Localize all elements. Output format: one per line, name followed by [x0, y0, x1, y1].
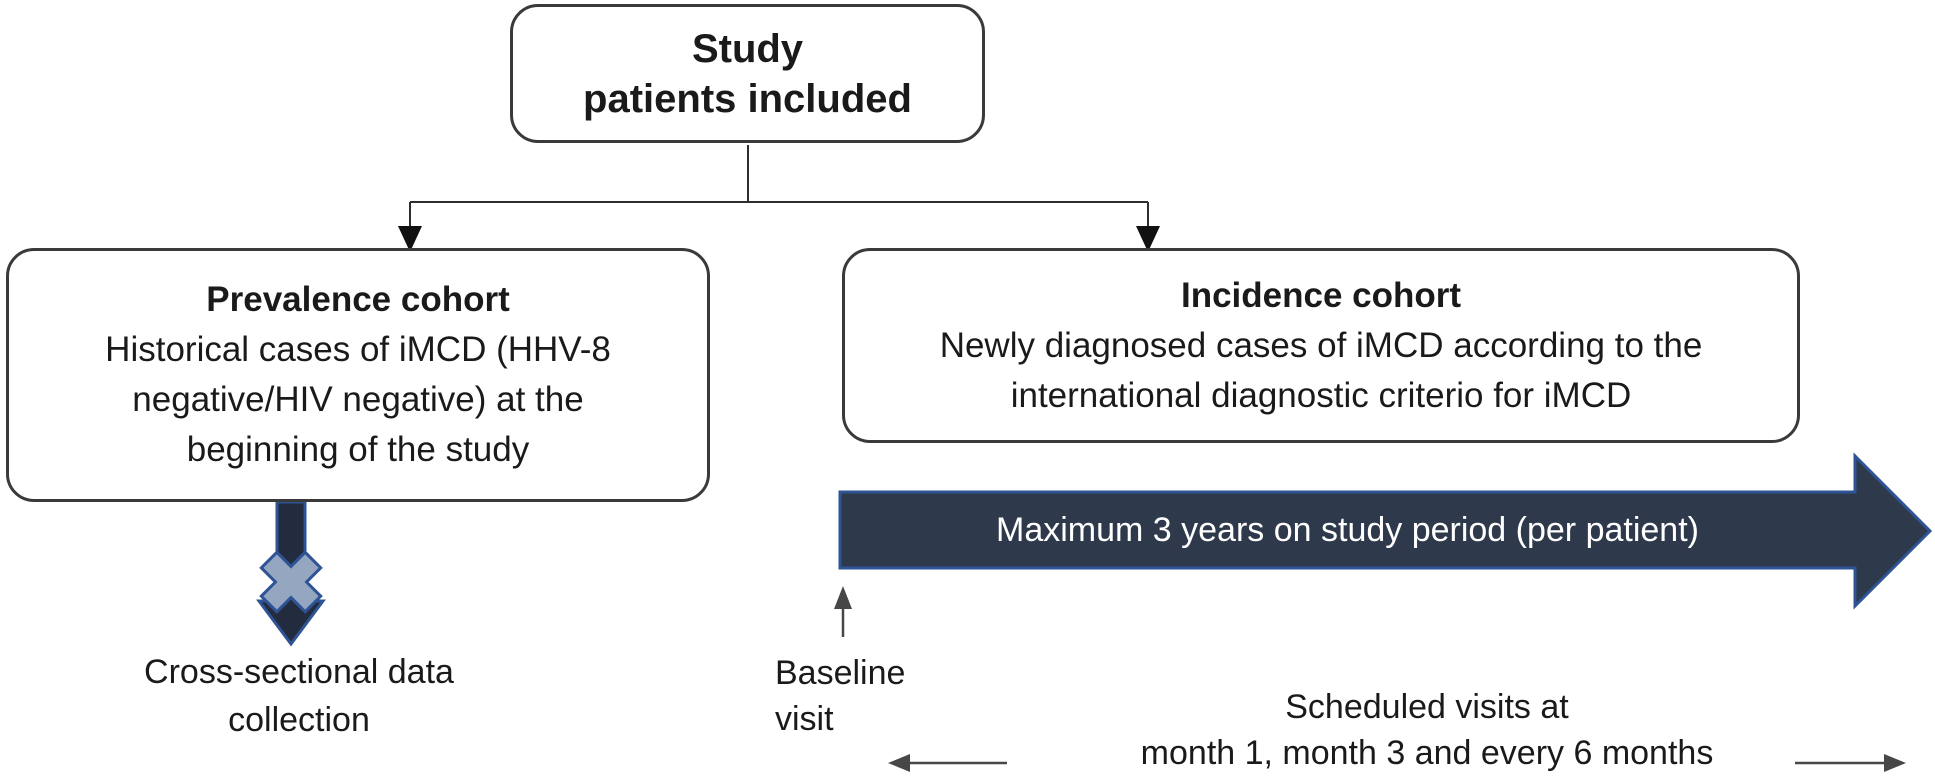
- incidence-box-line-1: Newly diagnosed cases of iMCD according …: [939, 325, 1703, 365]
- prevalence-box-line-1: Historical cases of iMCD (HHV-8: [105, 330, 611, 369]
- incidence-box-title: Incidence cohort: [1180, 275, 1462, 315]
- branch-right-arrowhead-icon: [1136, 226, 1160, 252]
- scheduled-line-2: month 1, month 3 and every 6 months: [1140, 734, 1714, 772]
- baseline-up-arrowhead: [834, 586, 852, 609]
- scheduled-line-1: Scheduled visits at: [1285, 688, 1569, 726]
- study-box-line-1: Study: [691, 26, 804, 71]
- baseline-up-arrow-icon: [834, 586, 852, 637]
- span-right-arrow-icon: [1795, 754, 1906, 772]
- study-patients-box: Study patients included: [510, 4, 985, 143]
- prevalence-box-line-2: negative/HIV negative) at the: [132, 380, 584, 419]
- timeline-banner-label: Maximum 3 years on study period (per pat…: [996, 510, 1699, 549]
- prevalence-cohort-box: Prevalence cohort Historical cases of iM…: [6, 248, 710, 502]
- incidence-box-line-2: international diagnostic criterio for iM…: [1010, 375, 1632, 415]
- scheduled-visits-label: Scheduled visits at month 1, month 3 and…: [1027, 684, 1827, 776]
- prevalence-box-line-3: beginning of the study: [186, 430, 530, 469]
- cross-sectional-line-1: Cross-sectional data: [144, 653, 454, 691]
- x-icon: [259, 550, 323, 614]
- incidence-cohort-box: Incidence cohort Newly diagnosed cases o…: [842, 248, 1800, 443]
- baseline-visit-label: Baseline visit: [775, 650, 905, 742]
- study-box-line-2: patients included: [583, 76, 912, 121]
- span-left-arrowhead: [888, 754, 910, 772]
- timeline-arrow: [838, 452, 1933, 610]
- blocked-down-arrow: [256, 500, 326, 647]
- baseline-line-1: Baseline: [775, 654, 906, 692]
- span-right-arrowhead: [1884, 754, 1906, 772]
- span-left-arrow-icon: [888, 754, 1007, 772]
- prevalence-box-title: Prevalence cohort: [206, 280, 510, 319]
- branch-connector: [409, 145, 1149, 228]
- cross-sectional-label: Cross-sectional data collection: [49, 648, 549, 744]
- baseline-line-2: visit: [775, 700, 834, 738]
- cross-sectional-line-2: collection: [228, 701, 370, 739]
- branch-left-arrowhead-icon: [398, 226, 422, 252]
